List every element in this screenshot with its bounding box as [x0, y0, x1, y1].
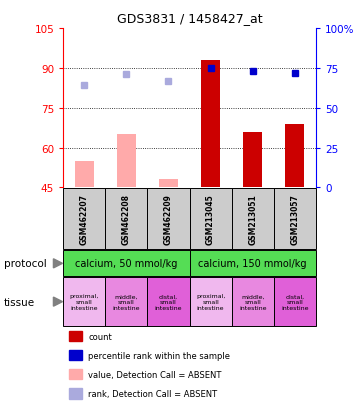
Bar: [243, 132, 262, 188]
Text: calcium, 50 mmol/kg: calcium, 50 mmol/kg: [75, 259, 178, 269]
Title: GDS3831 / 1458427_at: GDS3831 / 1458427_at: [117, 12, 262, 25]
Text: middle,
small
intestine: middle, small intestine: [113, 294, 140, 310]
Bar: [63, 189, 105, 250]
Text: protocol: protocol: [4, 259, 46, 269]
Text: GSM213057: GSM213057: [290, 194, 299, 244]
Bar: [63, 278, 105, 326]
Text: GSM213051: GSM213051: [248, 194, 257, 244]
Text: tissue: tissue: [4, 297, 35, 307]
Text: distal,
small
intestine: distal, small intestine: [281, 294, 309, 310]
Text: rank, Detection Call = ABSENT: rank, Detection Call = ABSENT: [88, 389, 218, 398]
Text: count: count: [88, 332, 112, 341]
Bar: [105, 189, 147, 250]
Bar: [232, 278, 274, 326]
Text: GSM462209: GSM462209: [164, 194, 173, 244]
Bar: [232, 189, 274, 250]
Bar: [274, 278, 316, 326]
Bar: [190, 251, 316, 277]
Text: percentile rank within the sample: percentile rank within the sample: [88, 351, 230, 360]
Bar: [190, 278, 232, 326]
Bar: [147, 278, 190, 326]
Bar: [147, 189, 190, 250]
Bar: [285, 124, 304, 188]
Text: proximal,
small
intestine: proximal, small intestine: [70, 294, 99, 310]
Bar: [117, 135, 136, 188]
Text: calcium, 150 mmol/kg: calcium, 150 mmol/kg: [199, 259, 307, 269]
Bar: [63, 251, 190, 277]
Bar: [274, 189, 316, 250]
Text: middle,
small
intestine: middle, small intestine: [239, 294, 266, 310]
Bar: [159, 180, 178, 188]
Bar: [190, 189, 232, 250]
Text: proximal,
small
intestine: proximal, small intestine: [196, 294, 225, 310]
Text: GSM213045: GSM213045: [206, 194, 215, 244]
Text: GSM462207: GSM462207: [80, 194, 89, 245]
Text: GSM462208: GSM462208: [122, 194, 131, 245]
Bar: [201, 61, 220, 188]
Text: distal,
small
intestine: distal, small intestine: [155, 294, 182, 310]
Bar: [105, 278, 147, 326]
Bar: [75, 161, 94, 188]
Text: value, Detection Call = ABSENT: value, Detection Call = ABSENT: [88, 370, 222, 379]
